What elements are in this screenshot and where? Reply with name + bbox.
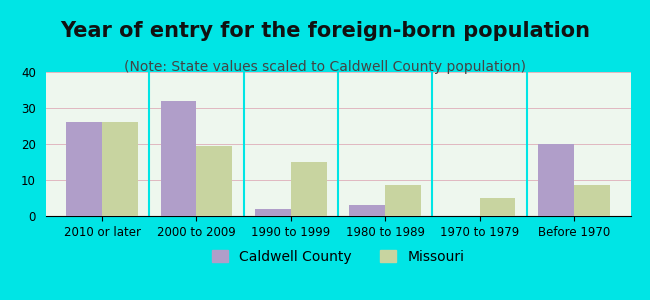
Text: Year of entry for the foreign-born population: Year of entry for the foreign-born popul… [60, 21, 590, 41]
Bar [196, 146, 232, 216]
Bar [538, 144, 574, 216]
Legend: Caldwell County, Missouri: Caldwell County, Missouri [206, 244, 470, 269]
Bar [255, 209, 291, 216]
Bar [349, 205, 385, 216]
Bar [161, 101, 196, 216]
Bar [66, 122, 102, 216]
Text: (Note: State values scaled to Caldwell County population): (Note: State values scaled to Caldwell C… [124, 60, 526, 74]
Bar [291, 162, 327, 216]
Bar [480, 198, 515, 216]
Bar [574, 185, 610, 216]
Bar [385, 185, 421, 216]
Bar [102, 122, 138, 216]
